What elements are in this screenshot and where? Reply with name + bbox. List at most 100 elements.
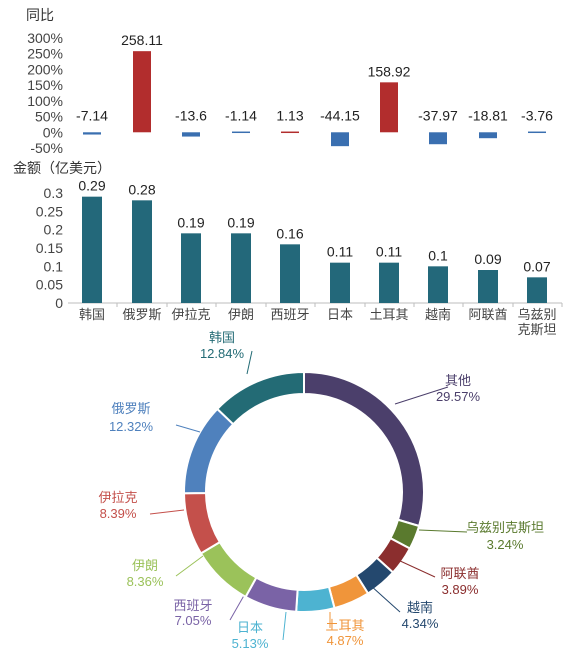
amount-bar [280, 244, 300, 303]
amount-data-label: 0.11 [327, 244, 353, 260]
amount-bar [330, 262, 350, 303]
yoy-ytick: 150% [27, 77, 63, 93]
donut-leader-line [175, 555, 204, 577]
amount-category-label: 俄罗斯 [122, 307, 161, 322]
amount-bar [527, 277, 547, 303]
yoy-ytick: 300% [27, 30, 63, 46]
yoy-ytick: 100% [27, 93, 63, 109]
donut-slice-name: 西班牙 [173, 598, 212, 613]
yoy-data-label: 1.13 [276, 107, 303, 123]
yoy-bar [232, 131, 250, 134]
donut-slice [303, 370, 425, 528]
donut-slice-percent: 5.13% [232, 636, 269, 651]
donut-slice-percent: 12.32% [109, 419, 154, 434]
amount-bar [181, 233, 201, 303]
amount-category-label: 乌兹别 [517, 307, 556, 322]
donut-slice-name: 伊朗 [132, 558, 158, 573]
donut-slice-name: 韩国 [209, 330, 235, 345]
yoy-data-label: -1.14 [225, 107, 257, 123]
donut-slice-name: 日本 [237, 620, 263, 635]
yoy-bar [528, 131, 546, 134]
amount-category-label: 韩国 [79, 307, 105, 322]
donut-leader-line [394, 386, 449, 405]
amount-data-label: 0.19 [177, 214, 204, 230]
donut-leader-line [246, 350, 253, 375]
amount-data-label: 0.09 [474, 251, 501, 267]
amount-category-label: 阿联酋 [468, 307, 507, 322]
donut-slice-percent: 12.84% [200, 346, 245, 361]
donut-slice-percent: 4.34% [402, 616, 439, 631]
amount-ytick: 0.2 [44, 222, 64, 238]
amount-bar [428, 266, 448, 303]
amount-data-label: 0.29 [78, 178, 105, 194]
donut-slice-name: 越南 [407, 600, 433, 615]
amount-bar [478, 270, 498, 303]
yoy-bar [133, 51, 151, 133]
yoy-bar [182, 132, 200, 137]
yoy-data-label: 158.92 [368, 63, 411, 79]
amount-category-label: 伊朗 [228, 307, 254, 322]
yoy-bar [429, 132, 447, 145]
amount-ytick: 0.15 [36, 240, 63, 256]
yoy-ytick: 0% [43, 124, 63, 140]
amount-ytick: 0.25 [36, 203, 63, 219]
amount-ytick: 0 [55, 295, 63, 311]
yoy-data-label: -13.6 [175, 107, 207, 123]
donut-slice-percent: 3.89% [442, 582, 479, 597]
yoy-data-label: -44.15 [320, 107, 360, 123]
amount-category-label: 土耳其 [369, 307, 408, 322]
amount-category-label: 伊拉克 [171, 307, 210, 322]
yoy-data-label: -3.76 [521, 107, 553, 123]
amount-category-label: 西班牙 [270, 307, 309, 322]
amount-category-label: 日本 [327, 307, 353, 322]
yoy-bar [331, 132, 349, 147]
donut-slice-name: 俄罗斯 [111, 401, 150, 416]
amount-title: 金额（亿美元） [13, 160, 111, 176]
donut-slice [183, 407, 235, 495]
donut-slice-percent: 7.05% [175, 613, 212, 628]
yoy-data-label: -7.14 [76, 107, 108, 123]
amount-category-label: 克斯坦 [517, 322, 556, 337]
amount-ytick: 0.3 [44, 185, 64, 201]
donut-leader-line [175, 424, 201, 433]
yoy-ytick: 50% [35, 109, 63, 125]
amount-bar [82, 196, 102, 303]
amount-ytick: 0.05 [36, 277, 63, 293]
yoy-ytick: -50% [30, 140, 63, 156]
donut-leader-line [397, 559, 436, 578]
yoy-bar [380, 82, 398, 133]
amount-data-label: 0.19 [227, 214, 254, 230]
amount-bar [231, 233, 251, 303]
donut-slice-percent: 4.87% [327, 633, 364, 648]
yoy-ytick: 250% [27, 46, 63, 62]
donut-slice-percent: 3.24% [487, 537, 524, 552]
yoy-ytick: 200% [27, 61, 63, 77]
donut-slice-percent: 8.39% [100, 506, 137, 521]
donut-slice [199, 540, 258, 599]
yoy-bar [83, 132, 101, 135]
donut-slice-name: 伊拉克 [98, 490, 137, 505]
amount-data-label: 0.11 [376, 244, 402, 260]
donut-leader-line [369, 584, 401, 613]
yoy-data-label: -37.97 [418, 107, 458, 123]
amount-bar [132, 200, 152, 303]
amount-ytick: 0.1 [44, 258, 64, 274]
yoy-data-label: 258.11 [121, 32, 163, 48]
donut-slice-percent: 8.36% [127, 574, 164, 589]
donut-slice-name: 乌兹别克斯坦 [466, 520, 544, 535]
donut-slice [182, 491, 222, 555]
amount-data-label: 0.1 [428, 247, 448, 263]
yoy-bar [281, 131, 299, 134]
donut-slice [215, 370, 305, 426]
amount-data-label: 0.07 [523, 258, 550, 274]
amount-bar [379, 262, 399, 303]
donut-slice-name: 土耳其 [325, 618, 364, 633]
donut-leader-line [418, 529, 468, 533]
amount-data-label: 0.28 [128, 181, 155, 197]
yoy-data-label: -18.81 [468, 107, 508, 123]
donut-leader-line [282, 611, 287, 641]
donut-slice-percent: 29.57% [436, 389, 481, 404]
amount-category-label: 越南 [425, 307, 451, 322]
